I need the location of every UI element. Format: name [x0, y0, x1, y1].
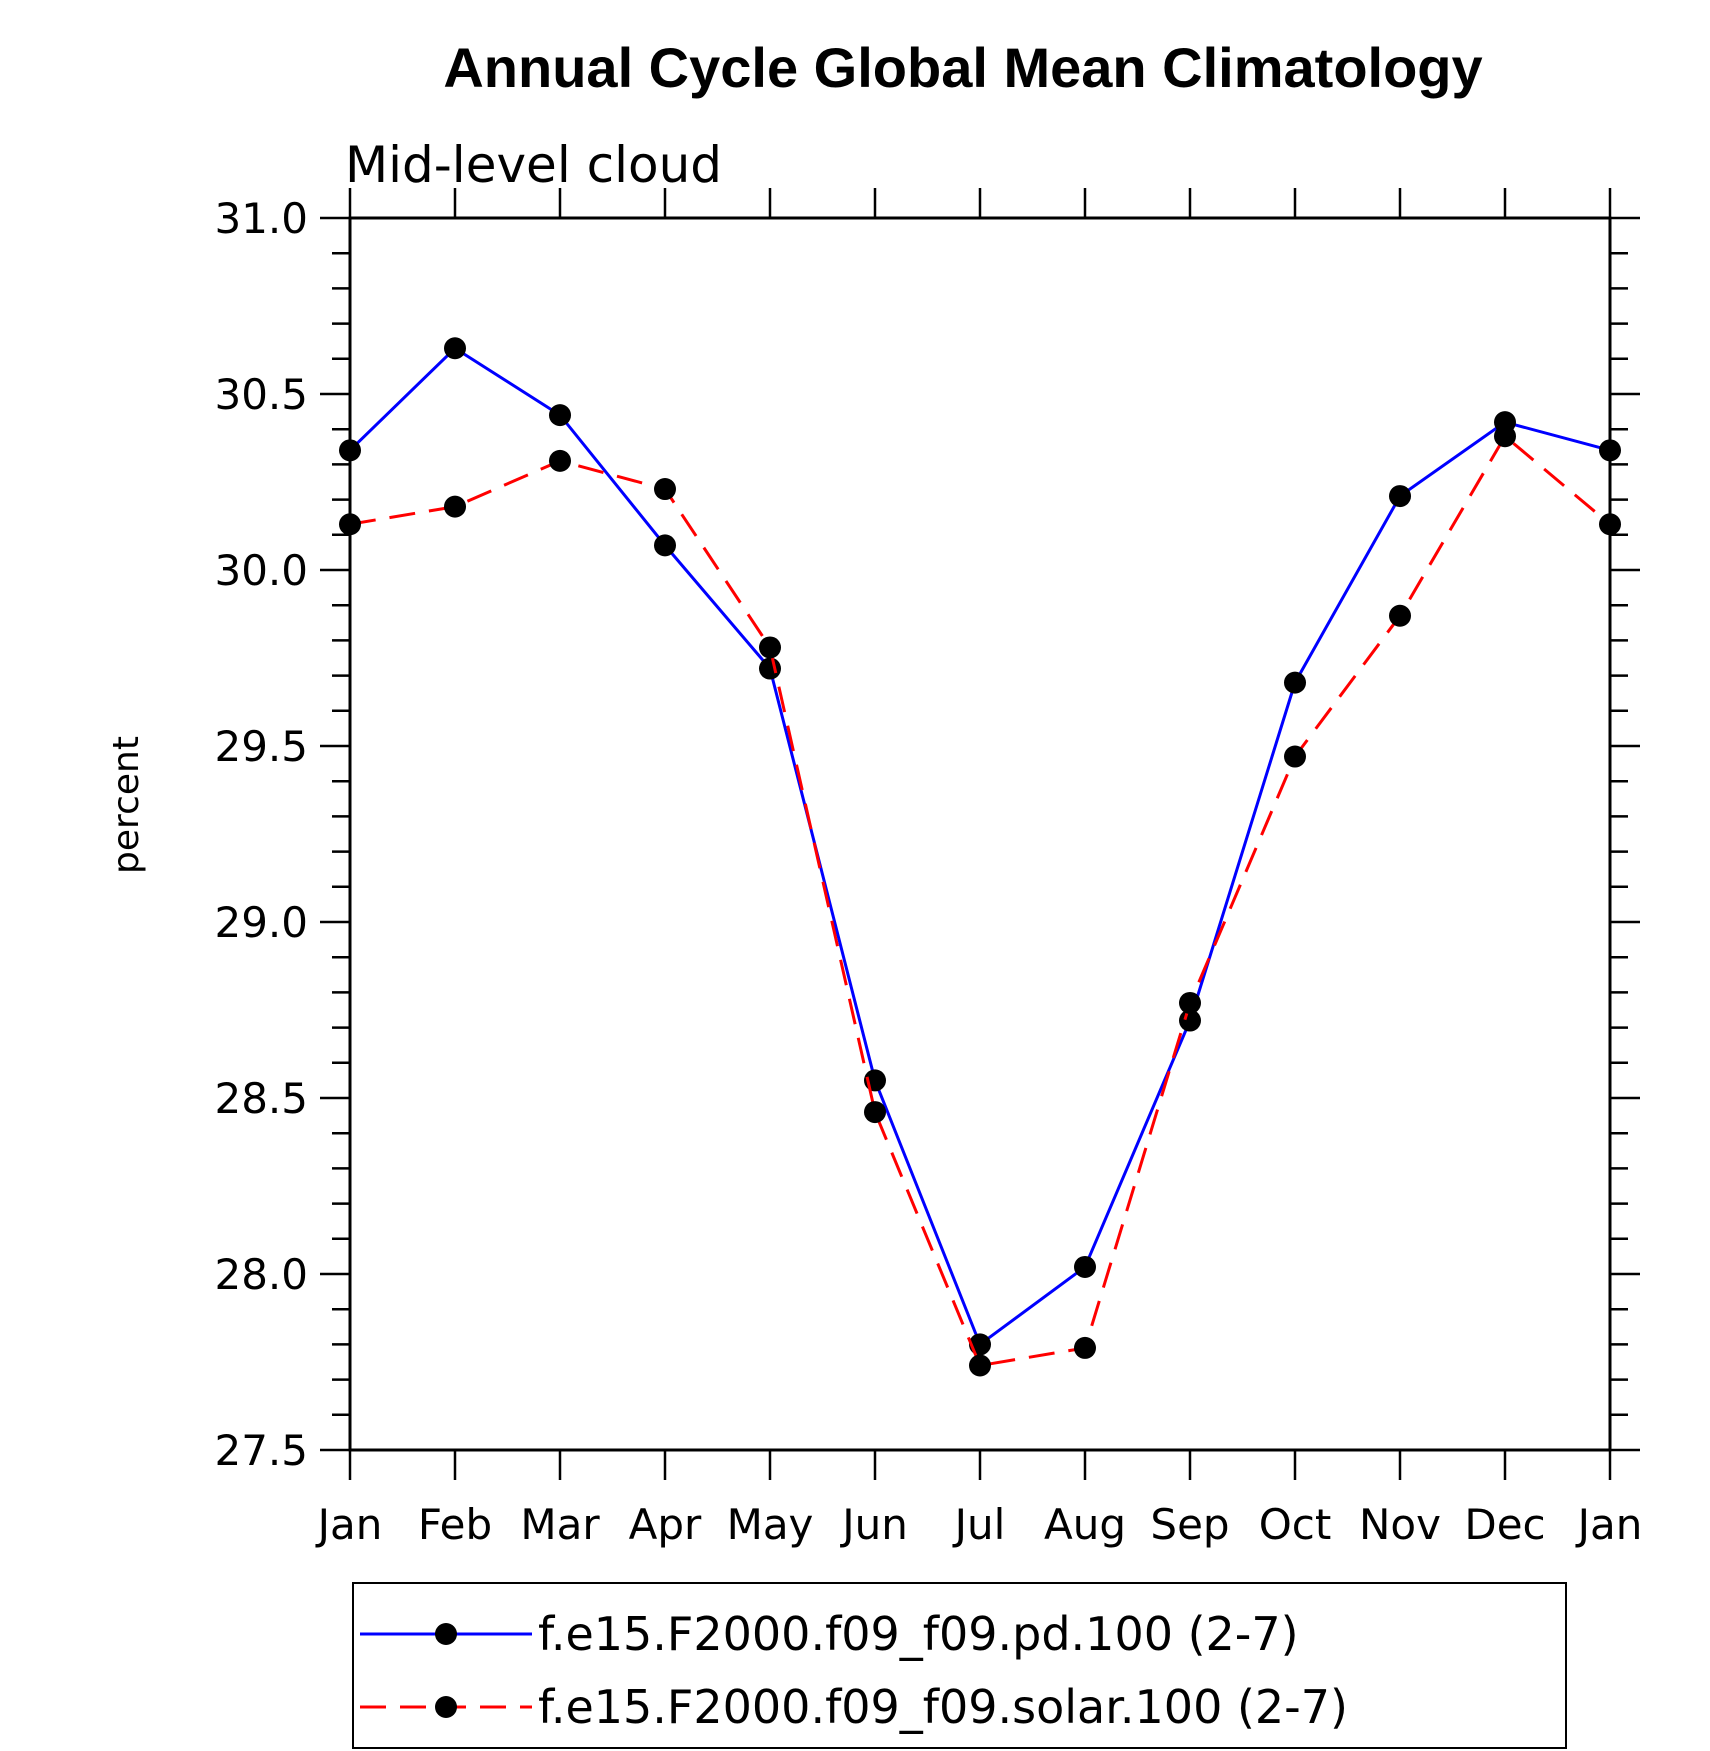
data-point	[444, 495, 466, 518]
legend: f.e15.F2000.f09_f09.pd.100 (2-7) f.e15.F2…	[352, 1582, 1567, 1749]
x-tick-label: Jan	[315, 1500, 383, 1549]
data-point	[1494, 425, 1516, 448]
data-point	[549, 404, 571, 427]
legend-box	[352, 1582, 1567, 1749]
data-point	[339, 513, 361, 536]
plot-area: 27.5 28.0 28.5 29.0 29.5 30.0 30.5 31.0 Jan Feb Ma…	[214, 188, 1642, 1549]
data-point	[1389, 604, 1411, 627]
chart-title: Annual Cycle Global Mean Climatology	[443, 36, 1482, 99]
data-point	[759, 636, 781, 659]
chart-subtitle: Mid-level cloud	[345, 136, 722, 194]
y-axis-label: percent	[106, 736, 147, 874]
legend-label: f.e15.F2000.f09_f09.pd.100 (2-7)	[538, 1607, 1299, 1661]
y-tick-label: 27.5	[214, 1426, 308, 1475]
data-point	[759, 657, 781, 680]
data-point	[549, 449, 571, 472]
data-point	[1599, 513, 1621, 536]
data-point	[1599, 439, 1621, 462]
x-tick-label: Aug	[1044, 1500, 1126, 1549]
legend-label: f.e15.F2000.f09_f09.solar.100 (2-7)	[538, 1680, 1348, 1734]
data-point	[969, 1354, 991, 1377]
y-tick-label: 28.0	[214, 1250, 308, 1299]
legend-marker	[435, 1696, 457, 1718]
data-point	[1284, 745, 1306, 768]
x-tick-label: Feb	[418, 1500, 492, 1549]
x-tick-label: Nov	[1359, 1500, 1441, 1549]
y-tick-label: 28.5	[214, 1074, 308, 1123]
data-point	[864, 1101, 886, 1124]
data-point	[1284, 671, 1306, 694]
data-point	[1074, 1336, 1096, 1359]
data-point	[1179, 991, 1201, 1014]
y-tick-label: 30.5	[214, 370, 308, 419]
x-tick-label: Sep	[1150, 1500, 1229, 1549]
data-point	[1389, 485, 1411, 508]
x-tick-label: Apr	[629, 1500, 702, 1549]
x-tick-label: Jul	[952, 1500, 1006, 1549]
legend-marker	[435, 1623, 457, 1645]
data-point	[1179, 1009, 1201, 1032]
data-point	[444, 337, 466, 360]
x-tick-label: May	[727, 1500, 814, 1549]
series-line-1	[348, 346, 1611, 1347]
data-point	[1074, 1255, 1096, 1278]
data-point	[654, 478, 676, 501]
data-point	[654, 534, 676, 557]
x-tick-label: Mar	[520, 1500, 600, 1549]
series-layer	[339, 337, 1621, 1377]
y-tick-label: 30.0	[214, 546, 308, 595]
x-tick-label: Jan	[1575, 1500, 1643, 1549]
y-tick-label: 29.5	[214, 722, 308, 771]
y-tick-label: 29.0	[214, 898, 308, 947]
x-tick-label: Dec	[1464, 1500, 1545, 1549]
series-line-2	[349, 433, 1611, 1368]
x-tick-label: Oct	[1259, 1500, 1332, 1549]
y-tick-label: 31.0	[214, 194, 308, 243]
x-tick-label: Jun	[839, 1500, 908, 1549]
data-point	[339, 439, 361, 462]
